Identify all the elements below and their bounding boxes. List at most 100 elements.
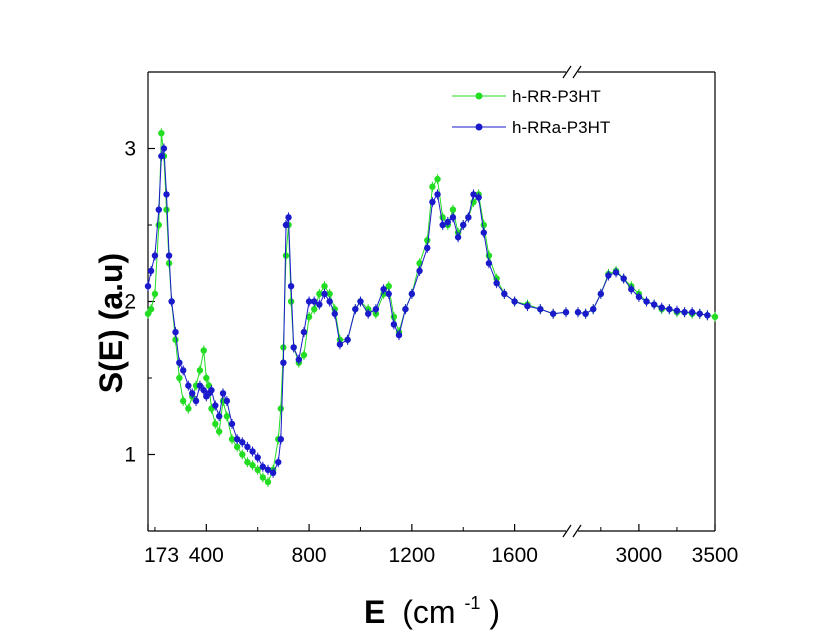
data-point <box>277 436 285 443</box>
data-point <box>158 130 165 137</box>
data-point <box>597 290 605 298</box>
data-point <box>416 267 423 275</box>
x-axis-title-exponent: -1 <box>464 593 480 613</box>
data-point <box>144 310 152 317</box>
data-point <box>475 194 482 201</box>
data-point <box>239 439 246 446</box>
data-point <box>295 356 303 363</box>
legend-label-rra: h-RRa-P3HT <box>512 118 610 137</box>
x-axis-break-top-b <box>572 65 582 79</box>
data-point <box>429 183 436 190</box>
data-point <box>424 237 431 244</box>
data-point <box>244 443 251 451</box>
data-point <box>188 390 196 397</box>
data-point <box>380 286 387 293</box>
data-point <box>179 397 187 405</box>
plot-frame <box>147 65 716 538</box>
data-point <box>311 305 318 313</box>
data-point <box>282 221 290 229</box>
legend: h-RR-P3HT h-RRa-P3HT <box>452 87 610 137</box>
x-tick-label: 3000 <box>616 544 663 567</box>
data-point <box>233 436 241 443</box>
data-point <box>215 413 223 420</box>
x-tick-label: 3500 <box>692 544 739 567</box>
data-point <box>254 454 261 461</box>
data-point <box>147 305 155 313</box>
data-point <box>658 304 665 311</box>
data-point <box>228 420 236 428</box>
data-point <box>144 283 152 290</box>
legend-marker-rr <box>475 92 483 100</box>
data-point <box>228 436 236 443</box>
data-point <box>151 252 159 259</box>
data-point <box>574 309 582 316</box>
data-point <box>249 448 256 455</box>
data-point <box>620 275 627 282</box>
data-point <box>696 310 703 317</box>
data-point <box>485 252 493 259</box>
data-point <box>331 310 338 317</box>
x-tick-label: 400 <box>189 544 224 567</box>
data-point <box>449 206 457 213</box>
data-point <box>480 221 487 229</box>
data-point <box>269 469 277 477</box>
data-point <box>179 367 187 374</box>
data-point <box>215 428 223 435</box>
data-point <box>147 267 155 275</box>
data-point <box>449 214 457 221</box>
data-point <box>562 309 570 316</box>
data-point <box>429 198 436 206</box>
data-point <box>511 298 518 305</box>
data-point <box>590 305 597 313</box>
data-point <box>280 359 287 366</box>
data-point <box>264 466 272 473</box>
y-tick-label: 3 <box>124 138 136 161</box>
x-axis-break-top-a <box>562 65 572 79</box>
data-point <box>155 221 162 229</box>
data-point <box>168 298 175 305</box>
data-point <box>300 328 308 336</box>
data-point <box>643 298 650 305</box>
data-point <box>203 374 210 382</box>
data-point <box>223 397 231 405</box>
data-point <box>454 234 462 241</box>
data-point <box>465 214 472 221</box>
data-point <box>444 218 452 226</box>
data-point <box>364 310 372 317</box>
data-point <box>223 413 231 420</box>
data-point <box>282 252 290 259</box>
data-point <box>176 374 183 382</box>
data-point <box>155 206 162 213</box>
data-point <box>300 351 308 359</box>
data-point <box>408 290 416 298</box>
data-point <box>244 458 251 466</box>
x-axis-title-symbol: E <box>364 594 385 630</box>
data-point <box>172 336 179 343</box>
data-point <box>537 305 544 313</box>
data-point <box>402 305 409 313</box>
data-point <box>165 252 173 259</box>
data-point <box>305 298 313 305</box>
x-axis-title-close: ) <box>489 594 500 630</box>
data-point <box>352 305 359 313</box>
legend-marker-rra <box>475 123 483 131</box>
data-point <box>176 359 183 366</box>
data-point <box>287 283 295 290</box>
data-point <box>192 397 200 405</box>
data-point <box>311 298 318 305</box>
data-point <box>673 307 681 314</box>
y-axis-ticks: 1 2 3 <box>124 71 155 532</box>
data-point <box>605 272 612 279</box>
data-point <box>219 390 227 397</box>
data-point <box>290 344 297 351</box>
data-point <box>316 290 323 298</box>
data-point <box>321 290 328 298</box>
x-tick-label: 173 <box>144 544 179 567</box>
series-layer <box>144 128 719 488</box>
data-point <box>666 305 673 313</box>
data-point <box>285 214 292 221</box>
data-point <box>434 175 441 183</box>
data-point <box>424 244 431 252</box>
y-tick-label: 1 <box>124 444 136 467</box>
